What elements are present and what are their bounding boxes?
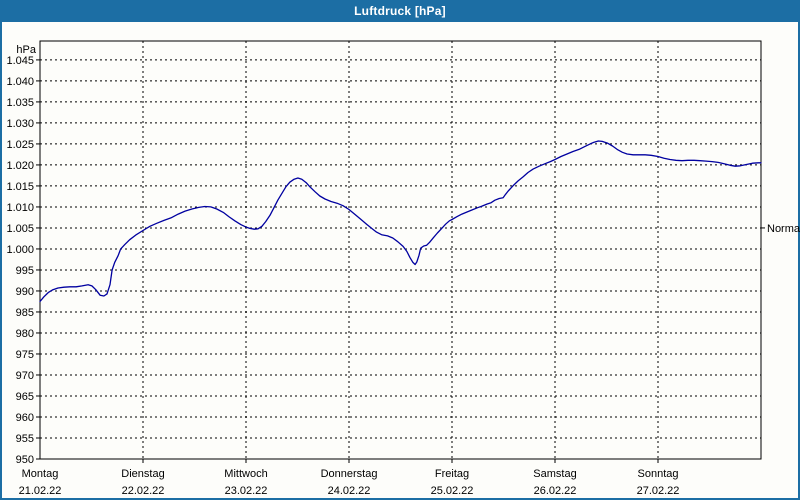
y-tick-label: 995 [16,265,34,277]
x-date-label: 27.02.22 [637,485,680,497]
y-tick-label: 960 [16,412,34,424]
y-tick-label: 975 [16,349,34,361]
x-date-label: 23.02.22 [225,485,268,497]
y-tick-label: 950 [16,454,34,466]
x-date-label: 24.02.22 [328,485,371,497]
x-date-label: 22.02.22 [122,485,165,497]
title-bar: Luftdruck [hPa] [0,0,800,22]
x-day-label: Mittwoch [224,468,267,480]
y-tick-label: 1.040 [6,76,34,88]
y-tick-label: 990 [16,286,34,298]
y-tick-label: 1.035 [6,97,34,109]
x-day-label: Dienstag [121,468,164,480]
x-day-label: Montag [22,468,59,480]
x-day-label: Samstag [533,468,576,480]
plot-border [39,40,762,460]
x-day-label: Donnerstag [321,468,378,480]
y-axis-unit-label: hPa [16,44,36,56]
normal-label: Normal [767,223,800,235]
y-tick-label: 985 [16,307,34,319]
x-day-label: Sonntag [638,468,679,480]
y-tick-label: 1.000 [6,244,34,256]
chart-background [2,22,798,498]
y-tick-label: 1.020 [6,160,34,172]
window-title: Luftdruck [hPa] [354,4,446,18]
y-tick-label: 980 [16,328,34,340]
y-tick-label: 1.045 [6,55,34,67]
y-tick-label: 970 [16,370,34,382]
x-date-label: 25.02.22 [431,485,474,497]
pressure-curve [39,140,762,303]
y-tick-label: 1.025 [6,139,34,151]
x-date-label: 21.02.22 [19,485,62,497]
y-tick-label: 1.030 [6,118,34,130]
y-tick-label: 965 [16,391,34,403]
y-tick-label: 1.010 [6,202,34,214]
x-date-label: 26.02.22 [534,485,577,497]
y-tick-label: 1.005 [6,223,34,235]
y-tick-label: 1.015 [6,181,34,193]
x-day-label: Freitag [435,468,469,480]
y-tick-label: 955 [16,433,34,445]
